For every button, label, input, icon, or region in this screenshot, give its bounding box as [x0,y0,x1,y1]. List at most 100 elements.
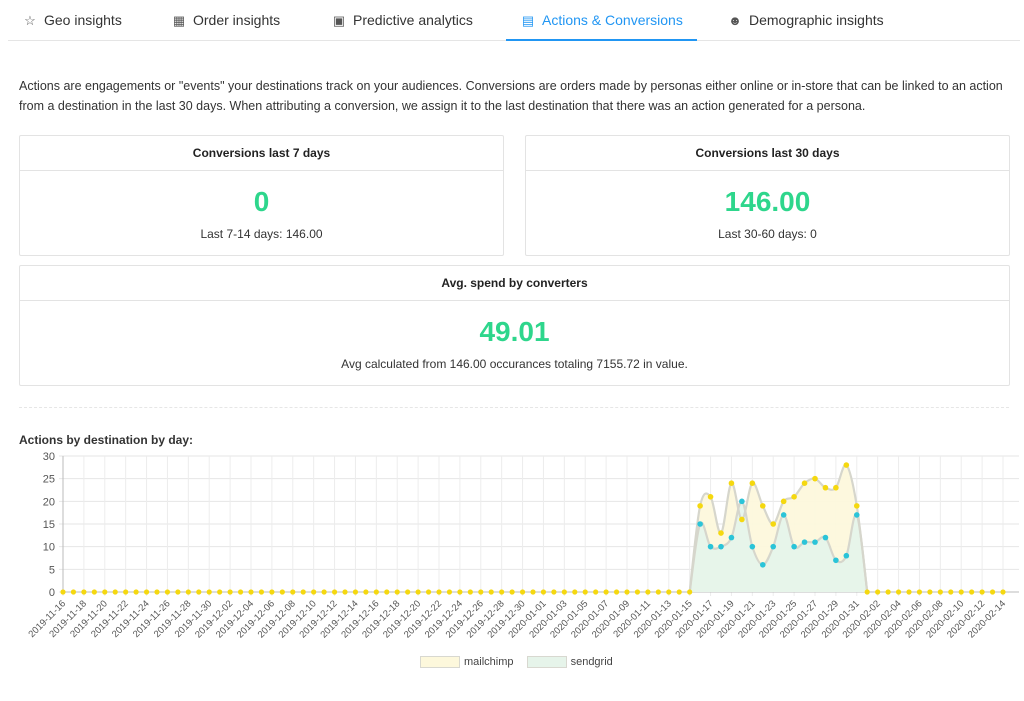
data-point-sendgrid [707,543,714,550]
card-value: 49.01 [479,316,550,347]
card-title: Conversions last 7 days [20,136,503,171]
baseline-point [593,589,599,595]
tab-predictive-analytics[interactable]: ▣ Predictive analytics [331,0,473,40]
baseline-point [311,589,317,595]
card-subtext: Last 7-14 days: 146.00 [200,227,323,241]
baseline-point [123,589,129,595]
baseline-point [384,589,390,595]
baseline-point [530,589,536,595]
data-point-sendgrid [822,534,829,541]
baseline-point [425,589,432,595]
tab-actions-conversions[interactable]: ▤ Actions & Conversions [506,0,697,41]
baseline-point [227,589,233,595]
data-point-sendgrid [770,543,777,550]
legend-item-sendgrid[interactable]: sendgrid [526,656,613,669]
baseline-point [81,589,87,595]
data-point-sendgrid [833,557,839,564]
legend-swatch [420,656,460,669]
data-point-sendgrid [853,512,860,518]
data-point-sendgrid [718,543,724,550]
data-point-sendgrid [801,539,808,545]
baseline-point [948,589,954,595]
legend-label: mailchimp [464,656,514,668]
baseline-point [572,589,578,595]
baseline-point [102,589,108,595]
data-point-sendgrid [697,521,703,527]
card-subtext: Last 30-60 days: 0 [718,227,817,241]
baseline-point [290,589,296,595]
data-point-sendgrid [749,543,756,550]
baseline-point [457,589,463,595]
data-point-mailchimp [759,503,766,509]
data-point-sendgrid [759,562,766,568]
data-point-mailchimp [812,475,818,482]
baseline-point [436,589,442,595]
data-point-mailchimp [697,503,703,509]
data-point-mailchimp [780,498,787,505]
tab-geo-insights[interactable]: ☆ Geo insights [22,0,122,40]
tab-label: Actions & Conversions [542,12,683,28]
baseline-point [415,589,421,595]
baseline-point [279,589,285,595]
baseline-point [196,589,202,595]
baseline-point [1000,589,1006,595]
baseline-point [864,589,870,595]
legend-item-mailchimp[interactable]: mailchimp [420,656,514,669]
baseline-point [885,589,891,595]
baseline-point [906,589,912,595]
baseline-point [217,589,223,595]
data-point-mailchimp [728,480,735,486]
baseline-point [91,589,97,595]
data-point-sendgrid [843,552,850,559]
baseline-point [112,589,118,595]
conversions-30-days-card: Conversions last 30 days 146.00 Last 30-… [525,135,1010,256]
card-value: 146.00 [724,186,811,217]
baseline-point [488,589,494,595]
baseline-point [154,589,160,595]
person-icon: ☻ [728,13,742,28]
baseline-point [175,589,181,595]
baseline-point [70,589,77,595]
baseline-point [895,589,902,595]
baseline-point [206,589,212,595]
card-title: Avg. spend by converters [20,266,1009,301]
data-point-mailchimp [822,484,829,491]
y-tick-label: 30 [43,451,55,463]
baseline-point [143,589,150,595]
baseline-point [624,589,630,595]
baseline-point [551,589,557,595]
baseline-point [405,589,411,595]
baseline-point [60,589,66,595]
active-tab-indicator [506,39,697,41]
tab-label: Order insights [193,12,281,28]
baseline-point [687,589,693,595]
card-title: Conversions last 30 days [526,136,1009,171]
data-point-mailchimp [770,521,777,527]
pin-icon: ☆ [24,13,36,28]
baseline-point [519,589,526,595]
data-point-sendgrid [739,498,745,505]
series-area-sendgrid [689,501,868,592]
y-tick-label: 5 [49,564,55,576]
baseline-point [352,589,359,595]
document-icon: ▤ [521,13,535,28]
card-value: 0 [253,186,270,217]
baseline-point [958,589,964,595]
y-tick-label: 0 [49,587,55,599]
data-point-mailchimp [801,480,808,486]
store-icon: ▦ [172,13,186,28]
data-point-mailchimp [718,530,724,536]
tab-demographic-insights[interactable]: ☻ Demographic insights [727,0,883,40]
baseline-point [582,589,588,595]
baseline-point [342,589,348,595]
y-tick-label: 25 [43,474,55,486]
analytics-icon: ▣ [332,13,346,28]
baseline-point [363,589,369,595]
conversions-7-days-card: Conversions last 7 days 0 Last 7-14 days… [19,135,504,256]
tab-bar: ☆ Geo insights ▦ Order insights ▣ Predictiv… [8,0,1020,41]
baseline-point [373,589,379,595]
y-tick-label: 15 [43,519,55,531]
baseline-point [916,589,923,595]
baseline-point [655,589,661,595]
tab-order-insights[interactable]: ▦ Order insights [171,0,280,40]
